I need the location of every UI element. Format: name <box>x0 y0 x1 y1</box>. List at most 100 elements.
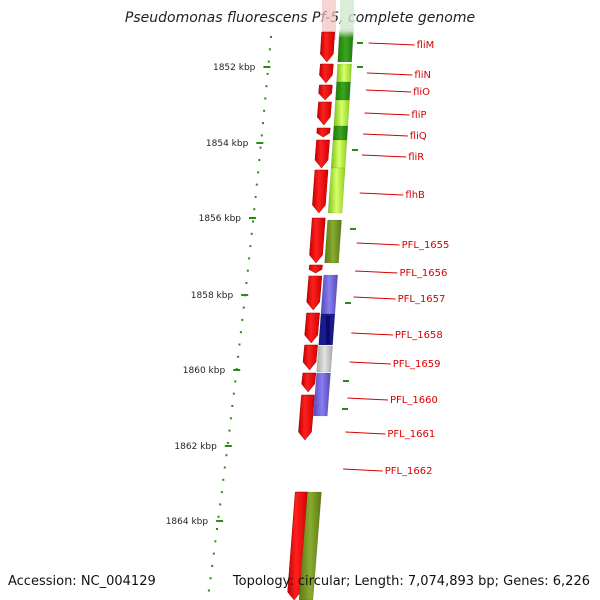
kbp-label: 1864 kbp <box>166 517 209 527</box>
gc-dot <box>234 380 237 383</box>
gc-dot <box>214 540 217 543</box>
cds-arrow <box>287 491 309 600</box>
cds-arrow <box>302 344 318 371</box>
kbp-tick <box>233 369 241 371</box>
gc-dot <box>254 195 257 198</box>
gc-dot <box>250 232 253 235</box>
gene-leader-line <box>347 397 389 401</box>
gc-dot <box>217 515 220 518</box>
kbp-label: 1856 kbp <box>199 214 242 224</box>
cds-arrow <box>318 84 333 101</box>
cog-block <box>333 99 350 127</box>
gc-dot <box>220 491 223 494</box>
gc-dot <box>226 441 229 444</box>
cog-block <box>324 219 342 264</box>
gene-leader-line <box>361 154 407 158</box>
kbp-ruler: 1852 kbp 1854 kbp 1856 kbp 1858 kbp 1860 kbp… <box>166 63 271 527</box>
gc-dot <box>246 269 249 272</box>
cds-arrow <box>316 127 331 138</box>
gc-dot <box>211 564 214 567</box>
gene-leader-line <box>359 192 404 196</box>
gc-dot <box>219 503 222 506</box>
track-dash <box>342 408 348 410</box>
gc-dot <box>225 454 228 457</box>
gc-dot <box>209 577 212 580</box>
gene-label: PFL_1659 <box>393 359 441 370</box>
gc-dot <box>263 109 266 112</box>
feature-tracks <box>287 0 363 600</box>
accession-text: Accession: NC_004129 <box>8 574 156 589</box>
track-fade <box>338 30 356 38</box>
gc-dot <box>249 245 252 248</box>
track-dash <box>352 149 358 151</box>
gc-dot <box>264 97 267 100</box>
gene-leader-line <box>365 89 412 93</box>
gc-dot <box>238 343 241 346</box>
track-dash <box>345 302 351 304</box>
gc-dot <box>270 36 272 38</box>
kbp-label: 1858 kbp <box>191 291 234 301</box>
gc-dot <box>228 429 231 432</box>
cds-arrow <box>317 101 332 126</box>
gc-dot <box>252 220 254 223</box>
gene-leader-line <box>356 242 400 246</box>
gc-dot <box>216 528 218 530</box>
gc-dot <box>259 146 262 149</box>
kbp-label: 1860 kbp <box>183 366 226 376</box>
gene-label: fliR <box>408 152 424 163</box>
gene-label: PFL_1661 <box>387 429 435 440</box>
gene-labels: fliM fliN fliO fliP fliQ fliR flhB PFL_1655 PFL_… <box>343 40 449 477</box>
gene-leader-line <box>345 431 386 435</box>
gc-dot <box>257 171 260 174</box>
cds-arrow <box>319 63 334 84</box>
cog-block <box>298 491 322 600</box>
gc-dot <box>253 208 256 211</box>
gene-label: fliP <box>411 110 426 121</box>
gene-leader-line <box>364 112 410 116</box>
gc-dot <box>260 134 263 137</box>
cds-arrow <box>309 217 326 264</box>
cds-arrow <box>298 394 315 441</box>
gene-leader-line <box>368 42 415 46</box>
cog-block <box>316 345 333 373</box>
cds-arrow <box>312 169 329 214</box>
gene-leader-line <box>351 332 393 336</box>
kbp-label: 1852 kbp <box>213 63 256 73</box>
cog-block <box>327 167 346 214</box>
kbp-tick <box>216 520 224 522</box>
gc-dot <box>255 183 258 186</box>
gc-dot <box>267 60 270 63</box>
gene-label: fliN <box>414 70 431 81</box>
cog-block <box>313 372 331 417</box>
kbp-tick <box>263 66 271 68</box>
gene-leader-line <box>354 270 398 274</box>
kbp-tick <box>256 142 264 144</box>
track-dash <box>357 66 363 68</box>
gc-dot <box>222 478 225 481</box>
kbp-tick <box>241 294 249 296</box>
cds-arrow <box>306 275 323 311</box>
gc-dot <box>231 405 234 407</box>
gc-dot <box>232 392 235 395</box>
gene-leader-line <box>353 296 396 300</box>
map-title: Pseudomonas fluorescens Pf-5, complete g… <box>124 10 476 26</box>
gc-dot <box>241 318 244 321</box>
cds-arrow <box>308 264 323 274</box>
cog-block <box>330 139 348 169</box>
gc-dot <box>242 306 245 309</box>
gc-dot <box>229 417 232 420</box>
cog-block <box>320 274 338 315</box>
gene-leader-line <box>363 133 408 137</box>
gc-dot <box>237 355 240 358</box>
gc-dot <box>268 48 271 51</box>
cds-arrow <box>304 312 320 344</box>
gene-label: PFL_1657 <box>398 294 446 305</box>
kbp-tick <box>249 217 256 219</box>
cog-stripe <box>326 316 330 344</box>
kbp-tick <box>224 445 232 447</box>
gc-dot <box>212 552 215 555</box>
gene-label: PFL_1656 <box>400 268 448 279</box>
gene-label: PFL_1655 <box>402 240 450 251</box>
gc-dot <box>223 466 226 469</box>
